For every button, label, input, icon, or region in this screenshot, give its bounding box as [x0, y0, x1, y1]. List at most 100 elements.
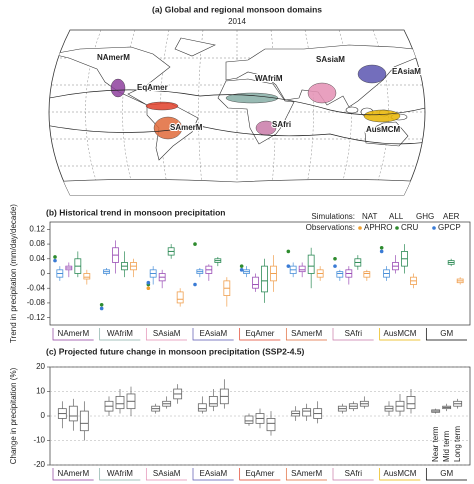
x-tick-label: EAsiaM [200, 329, 228, 338]
monsoon-region [110, 78, 126, 98]
category-bracket [192, 328, 234, 341]
x-tick-label: SAsiaM [153, 469, 181, 478]
legend-dot [358, 226, 362, 230]
monsoon-region [225, 92, 279, 104]
category-bracket [145, 328, 187, 341]
y-tick-label: -0.08 [27, 298, 46, 307]
box [244, 415, 254, 424]
legend-label: CRU [401, 223, 419, 232]
monsoon-region [307, 82, 337, 104]
monsoon-region [357, 64, 387, 84]
legend-dot [432, 226, 436, 230]
box [336, 271, 344, 278]
monsoon-regions [110, 64, 401, 140]
x-tick-label: GM [440, 329, 453, 338]
box [176, 291, 184, 304]
y-tick-label: -0.04 [27, 283, 46, 292]
category-bracket [285, 328, 327, 341]
legend-title: Observations: [306, 223, 355, 232]
box [79, 410, 89, 432]
y-tick-label: 10 [36, 387, 45, 396]
category-bracket [379, 468, 421, 481]
monsoon-region [153, 116, 183, 140]
box [406, 395, 416, 410]
x-tick-label: AusMCM [384, 469, 417, 478]
series-label: Long term [453, 426, 462, 462]
map: (a) Global and regional monsoon domains … [48, 4, 426, 196]
y-axis-label: Trend in precipitation (mm/day/decade) [9, 204, 18, 343]
category-bracket [332, 328, 374, 341]
category-bracket [192, 468, 234, 481]
legend-dot [395, 226, 399, 230]
series-label: Near term [431, 426, 440, 462]
observation-dot [379, 249, 384, 254]
observation-dot [379, 245, 384, 250]
y-tick-label: 0.04 [29, 254, 45, 263]
legend-label: APHRO [364, 223, 392, 232]
north-america [51, 46, 171, 106]
greenland [174, 37, 216, 57]
x-tick-label: EAsiaM [200, 469, 228, 478]
plot-frame [49, 221, 471, 326]
y-tick-label: 0.12 [29, 224, 45, 233]
region-label: EAsiaM [392, 67, 421, 76]
x-tick-label: SAfri [345, 469, 363, 478]
box [363, 271, 371, 278]
box [83, 273, 91, 280]
y-axis-label: Change in precipitation (%) [9, 367, 18, 464]
y-tick-label: -10 [33, 436, 45, 445]
box [307, 254, 315, 274]
legend-label: ALL [389, 212, 404, 221]
observation-dot [239, 268, 244, 272]
eurasia [225, 44, 425, 108]
map-title: (a) Global and regional monsoon domains [152, 4, 322, 14]
observation-dot [99, 306, 104, 311]
observation-dot [99, 302, 104, 307]
x-tick-label: SAsiaM [153, 329, 181, 338]
category-bracket [425, 468, 467, 481]
region-label: EqAmer [137, 83, 168, 92]
x-tick-label: WAfriM [107, 469, 133, 478]
x-tick-label: EqAmer [246, 329, 275, 338]
region-label: SAfri [272, 120, 291, 129]
observation-dot [53, 258, 57, 263]
box [115, 395, 125, 410]
y-tick-label: 0 [41, 269, 46, 278]
category-bracket [52, 328, 94, 341]
category-bracket [332, 468, 374, 481]
y-tick-label: -0.12 [27, 313, 46, 322]
box [197, 403, 207, 412]
category-bracket [379, 328, 421, 341]
observation-dot [146, 280, 151, 285]
box [298, 265, 306, 273]
panel-c-title: (c) Projected future change in monsoon p… [46, 346, 305, 356]
category-bracket [99, 468, 141, 481]
box [252, 276, 259, 289]
y-tick-label: 20 [36, 362, 45, 371]
observation-dot [333, 256, 337, 261]
observation-dot [239, 264, 244, 268]
x-tick-label: SAmerM [291, 329, 322, 338]
category-bracket [425, 328, 467, 341]
observation-dot [193, 242, 197, 246]
y-tick-label: 0 [41, 411, 46, 420]
australia [364, 121, 409, 147]
observation-dot [193, 282, 197, 287]
x-tick-label: GM [440, 469, 453, 478]
legend-title: Simulations: [311, 212, 355, 221]
x-tick-label: AusMCM [384, 329, 417, 338]
global-monsoon-outline [49, 89, 425, 145]
box [68, 405, 78, 422]
category-bracket [52, 468, 94, 481]
panel-b-title: (b) Historical trend in monsoon precipit… [46, 207, 225, 217]
region-label: SAsiaM [316, 55, 345, 64]
legend-label: NAT [362, 212, 378, 221]
legend-label: AER [443, 212, 460, 221]
box [266, 418, 276, 432]
x-tick-label: EqAmer [246, 469, 275, 478]
box [208, 395, 218, 407]
monsoon-region [363, 109, 401, 123]
y-tick-label: -20 [33, 460, 45, 469]
map-body [49, 30, 425, 195]
x-tick-label: SAmerM [291, 469, 322, 478]
